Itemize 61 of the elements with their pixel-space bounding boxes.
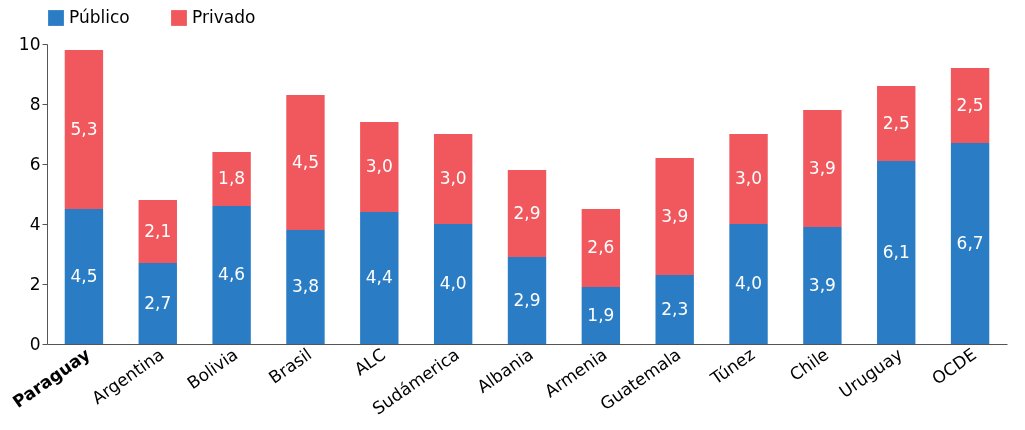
data-label: 5,3	[70, 118, 98, 139]
y-tick-label: 4	[29, 213, 41, 234]
bar	[64, 50, 104, 209]
legend-label: Privado	[192, 7, 256, 27]
bar	[581, 209, 621, 287]
data-label: 4,0	[439, 273, 467, 293]
bar	[360, 212, 399, 344]
y-tick-label: 10	[18, 33, 41, 54]
data-label: 4,6	[218, 264, 246, 284]
data-label: 3,9	[808, 157, 836, 178]
bar	[286, 95, 325, 230]
bar	[433, 224, 473, 344]
bar	[803, 227, 842, 344]
data-label: 2,3	[661, 298, 689, 319]
data-label: 3,0	[439, 168, 467, 188]
y-tick-label: 6	[29, 153, 41, 174]
bar	[507, 170, 547, 257]
data-label: 3,8	[291, 276, 319, 296]
data-label: 1,9	[587, 304, 615, 325]
data-label: 2,1	[144, 220, 172, 241]
data-label: 4,5	[291, 151, 319, 172]
bar	[803, 110, 842, 227]
bar	[138, 200, 177, 263]
data-label: 3,0	[365, 156, 393, 176]
bar	[950, 143, 990, 344]
bar	[950, 68, 990, 143]
bar	[729, 224, 768, 344]
bar	[433, 134, 473, 224]
data-label: 3,0	[735, 168, 763, 188]
data-label: 2,6	[587, 237, 615, 257]
data-label: 2,5	[956, 94, 984, 115]
data-label: 6,7	[956, 232, 984, 253]
x-tick-label: Chile	[785, 344, 833, 385]
y-tick-label: 2	[29, 273, 41, 294]
data-label: 4,5	[70, 265, 98, 286]
data-label: 2,7	[144, 292, 172, 313]
bar	[655, 275, 694, 344]
bar	[729, 134, 768, 224]
bar	[360, 122, 399, 212]
bar	[212, 206, 251, 344]
data-label: 6,1	[882, 241, 910, 262]
legend-label: Público	[69, 7, 130, 27]
bar	[581, 287, 621, 344]
bar	[507, 257, 547, 344]
data-label: 1,8	[218, 168, 246, 188]
data-label: 2,9	[513, 202, 541, 223]
bar	[286, 230, 325, 344]
bar	[64, 209, 104, 344]
bar	[212, 152, 251, 206]
data-label: 2,9	[513, 289, 541, 310]
data-label: 3,9	[808, 274, 836, 295]
data-label: 2,5	[882, 112, 910, 133]
bar	[655, 158, 694, 275]
y-tick-label: 0	[29, 333, 41, 354]
bar	[877, 86, 916, 161]
bar	[138, 263, 177, 344]
data-label: 4,4	[365, 267, 393, 287]
data-label: 4,0	[735, 273, 763, 293]
data-label: 3,9	[661, 205, 689, 226]
bar	[877, 161, 916, 344]
y-tick-label: 8	[29, 93, 41, 114]
